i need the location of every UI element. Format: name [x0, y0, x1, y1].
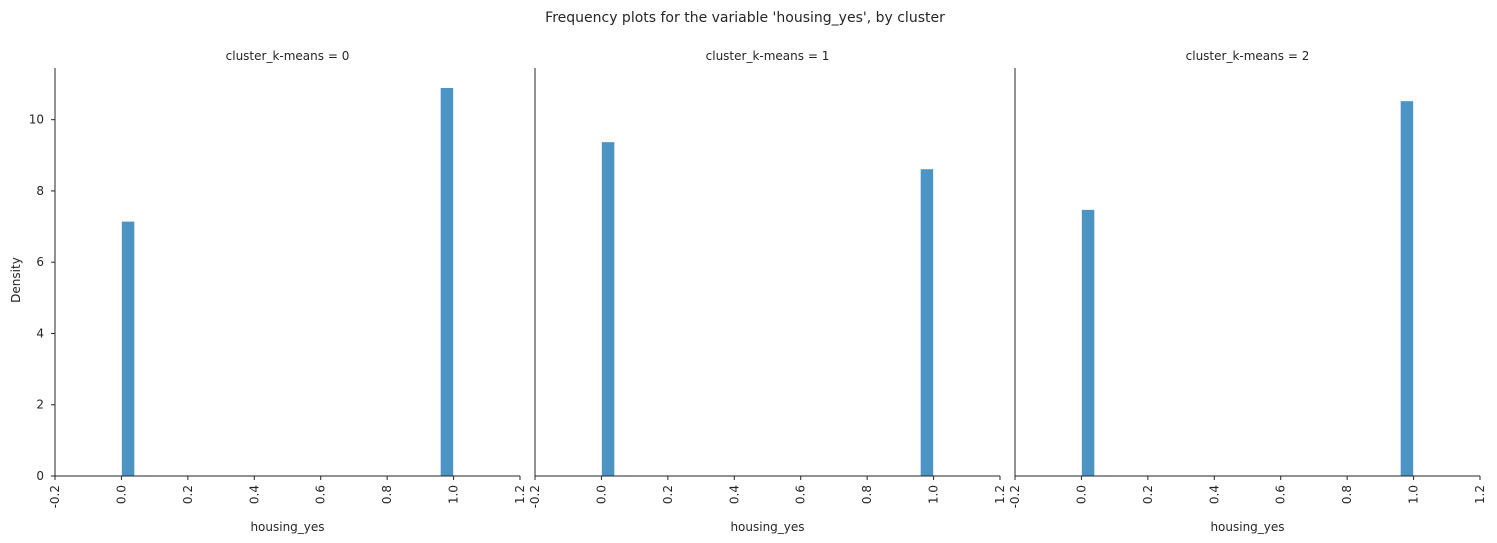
- x-tick-label: 0.2: [181, 485, 195, 504]
- x-tick-label: 0.4: [727, 485, 741, 504]
- histogram-bar: [121, 220, 136, 477]
- y-tick-label: 8: [36, 184, 44, 198]
- facet-panels: cluster_k-means = 0 -0.2 0.0 0.2 0.4 0.6 0.8 1.…: [9, 49, 1487, 534]
- facet-1: cluster_k-means = 1 -0.2 0.0 0.2 0.4 0.6 0.8 1.…: [528, 49, 1007, 534]
- x-tick-label: 0.6: [1274, 485, 1288, 504]
- histogram-bar: [601, 141, 616, 477]
- x-tick-label: -0.2: [528, 485, 542, 508]
- y-axis-label: Density: [9, 257, 23, 303]
- x-tick-label: 0.4: [247, 485, 261, 504]
- x-axis-label: housing_yes: [730, 520, 804, 534]
- x-tick-label: 0.4: [1207, 485, 1221, 504]
- x-tick-label: 0.6: [314, 485, 328, 504]
- facet-title: cluster_k-means = 2: [1186, 49, 1310, 63]
- facet-2: cluster_k-means = 2 -0.2 0.0 0.2 0.4 0.6 0.8 1.…: [1008, 49, 1487, 534]
- y-tick-label: 6: [36, 255, 44, 269]
- x-tick-label: 1.2: [993, 485, 1007, 504]
- x-tick-label: 0.8: [1340, 485, 1354, 504]
- y-tick-label: 4: [36, 326, 44, 340]
- histogram-bar: [1399, 100, 1414, 477]
- x-tick-label: 0.0: [594, 485, 608, 504]
- x-tick-label: 1.2: [513, 485, 527, 504]
- facet-title: cluster_k-means = 0: [226, 49, 350, 63]
- x-tick-label: -0.2: [48, 485, 62, 508]
- y-tick-label: 10: [29, 113, 44, 127]
- x-tick-label: 0.8: [380, 485, 394, 504]
- x-axis-label: housing_yes: [250, 520, 324, 534]
- x-tick-label: 0.2: [1141, 485, 1155, 504]
- x-tick-label: 0.6: [794, 485, 808, 504]
- histogram-bar: [919, 168, 934, 477]
- y-tick-label: 0: [36, 469, 44, 483]
- histogram-bar: [439, 87, 454, 477]
- y-tick-label: 2: [36, 398, 44, 412]
- x-tick-label: 1.0: [927, 485, 941, 504]
- x-tick-label: 0.0: [1074, 485, 1088, 504]
- x-tick-label: 0.0: [114, 485, 128, 504]
- facet-title: cluster_k-means = 1: [706, 49, 830, 63]
- x-axis-label: housing_yes: [1210, 520, 1284, 534]
- histogram-bar: [1081, 209, 1096, 477]
- x-tick-label: 1.2: [1473, 485, 1487, 504]
- facet-0: cluster_k-means = 0 -0.2 0.0 0.2 0.4 0.6 0.8 1.…: [9, 49, 527, 534]
- x-tick-label: 0.2: [661, 485, 675, 504]
- x-tick-label: 1.0: [447, 485, 461, 504]
- x-tick-label: 1.0: [1407, 485, 1421, 504]
- x-tick-label: -0.2: [1008, 485, 1022, 508]
- x-tick-label: 0.8: [860, 485, 874, 504]
- figure-title: Frequency plots for the variable 'housin…: [545, 10, 945, 26]
